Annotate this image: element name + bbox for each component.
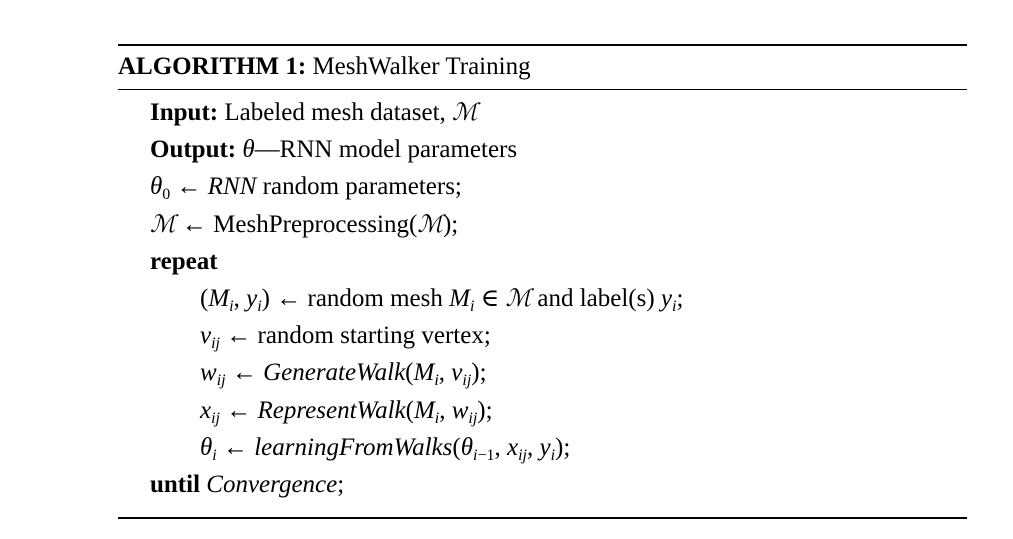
input-keyword: Input: xyxy=(150,99,219,126)
represent-walk-line: xij ← RepresentWalk(Mi, wij); xyxy=(200,396,493,427)
output-text: θ—RNN model parameters xyxy=(242,136,518,164)
init-params-line: θ0 ← RNN random parameters; xyxy=(150,173,462,204)
top-rule xyxy=(118,44,967,46)
start-vertex-line: vij ← random starting vertex; xyxy=(200,322,491,353)
until-condition: Convergence; xyxy=(206,470,345,498)
until-line: until Convergence; xyxy=(118,466,967,503)
output-line: Output: θ—RNN model parameters xyxy=(118,131,967,168)
algorithm-label: ALGORITHM 1: xyxy=(118,53,307,80)
input-line: Input: Labeled mesh dataset, ℳ xyxy=(118,94,967,131)
algorithm-caption: ALGORITHM 1: MeshWalker Training xyxy=(118,46,967,89)
learning-line: θi ← learningFromWalks(θi−1, xij, yi); xyxy=(200,433,571,464)
generate-walk-line: wij ← GenerateWalk(Mi, vij); xyxy=(200,359,487,390)
bottom-rule xyxy=(118,517,967,520)
algorithm-body: Input: Labeled mesh dataset, ℳ Output: θ… xyxy=(118,90,967,503)
dataset-symbol: ℳ xyxy=(452,98,478,126)
algorithm-title: MeshWalker Training xyxy=(312,53,531,80)
until-keyword: until xyxy=(150,470,201,498)
algorithm-box: ALGORITHM 1: MeshWalker Training Input: … xyxy=(118,44,967,520)
input-text: Labeled mesh dataset, xyxy=(224,99,446,126)
sample-mesh-line: (Mi, yi) ← random mesh Mi ∈ ℳ and label(… xyxy=(200,283,684,315)
output-keyword: Output: xyxy=(150,136,237,164)
repeat-line: repeat xyxy=(118,243,967,280)
caption-rule xyxy=(118,89,967,90)
preprocess-line: ℳ ← MeshPreprocessing(ℳ); xyxy=(150,209,459,238)
repeat-keyword: repeat xyxy=(150,247,218,275)
